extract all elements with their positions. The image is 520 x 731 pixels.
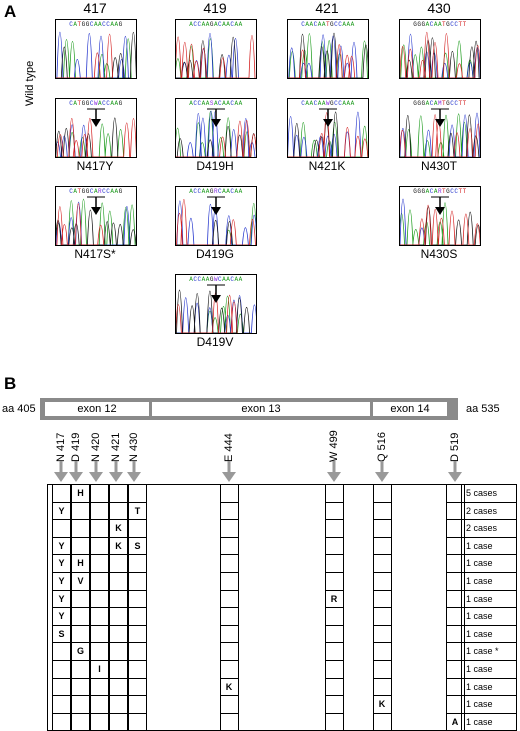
mutation-arrow-head bbox=[211, 119, 221, 127]
trace-3 bbox=[176, 199, 256, 245]
mutation-label: N421K bbox=[308, 159, 346, 173]
mutation-label: N417Y bbox=[76, 159, 114, 173]
chromatogram-n430t: GGGACAMTGCCTT bbox=[399, 98, 481, 158]
trace-0 bbox=[400, 113, 468, 157]
sequence-text: GGGACAATGCCTT bbox=[413, 21, 467, 28]
chromatogram-n430s: GGGACARTGCCTT bbox=[399, 186, 481, 246]
mutation-arrow-head bbox=[435, 119, 445, 127]
trace-1 bbox=[288, 34, 358, 78]
mutation-arrow-head bbox=[211, 207, 221, 215]
trace-3 bbox=[176, 119, 256, 157]
sequence-text: CAACAATGCCAAA bbox=[301, 21, 355, 28]
column-header-417: 417 bbox=[83, 0, 107, 16]
panel-b-letter: B bbox=[4, 374, 17, 393]
trace-3 bbox=[56, 203, 105, 245]
trace-0 bbox=[56, 198, 136, 245]
sequence-text: ACCAAGACAACAA bbox=[189, 21, 243, 28]
sequence-text: CATGGCARCCAAG bbox=[69, 188, 123, 195]
chromatogram-wild-type-419: ACCAAGACAACAA bbox=[175, 19, 257, 79]
exon-12: exon 12 bbox=[45, 402, 149, 416]
chromatogram-wild-type-417: CATGGCAACCAAG bbox=[55, 19, 137, 79]
sequence-text: ACCAAGWCAACAA bbox=[189, 276, 243, 283]
site-arrow-head bbox=[222, 472, 236, 482]
mutation-arrow-head bbox=[91, 207, 101, 215]
mutation-label: D419G bbox=[195, 247, 235, 261]
panel-a-letter: A bbox=[4, 2, 17, 21]
trace-2 bbox=[176, 37, 237, 78]
trace-2 bbox=[56, 31, 136, 78]
trace-2 bbox=[56, 117, 119, 157]
mutation-label: D419H bbox=[196, 159, 234, 173]
trace-3 bbox=[400, 31, 480, 78]
site-arrow-head bbox=[69, 472, 83, 482]
site-arrow-head bbox=[89, 472, 103, 482]
exon-14: exon 14 bbox=[373, 402, 447, 416]
sequence-text: GGGACARTGCCTT bbox=[413, 188, 467, 195]
chromatogram-d419v: ACCAAGWCAACAA bbox=[175, 274, 257, 334]
mutation-arrow-head bbox=[323, 119, 333, 127]
mutation-arrow-head bbox=[435, 207, 445, 215]
chromatogram-wild-type-430: GGGACAATGCCTT bbox=[399, 19, 481, 79]
trace-0 bbox=[56, 38, 132, 78]
chromatogram-n417y: CATGGCWACCAAG bbox=[55, 98, 137, 158]
site-arrow-head bbox=[127, 472, 141, 482]
site-arrow-head bbox=[375, 472, 389, 482]
chromatogram-n417s: CATGGCARCCAAG bbox=[55, 186, 137, 246]
sequence-text: CAACAAWGCCAAA bbox=[301, 100, 355, 107]
trace-3 bbox=[56, 118, 136, 157]
sequence-text: GGGACAMTGCCTT bbox=[413, 100, 467, 107]
sequence-text: ACCAAGRCAACAA bbox=[189, 188, 243, 195]
column-header-421: 421 bbox=[315, 0, 339, 16]
mutation-arrow-head bbox=[91, 119, 101, 127]
exon-13: exon 13 bbox=[152, 402, 370, 416]
sequence-text: CATGGCAACCAAG bbox=[69, 21, 123, 28]
mutation-arrow-head bbox=[211, 295, 221, 303]
sequence-text: CATGGCWACCAAG bbox=[69, 100, 123, 107]
trace-0 bbox=[176, 38, 214, 78]
chromatogram-d419h: ACCAASACAACAA bbox=[175, 98, 257, 158]
trace-0 bbox=[288, 121, 368, 157]
trace-3 bbox=[400, 114, 480, 157]
site-arrow-head bbox=[54, 472, 68, 482]
aa-start-label: aa 405 bbox=[2, 403, 36, 415]
grid-frame bbox=[47, 484, 517, 731]
mutation-label: D419V bbox=[196, 335, 234, 349]
trace-2 bbox=[288, 32, 368, 78]
site-arrow-head bbox=[109, 472, 123, 482]
trace-1 bbox=[400, 34, 480, 78]
mutation-label: N430T bbox=[420, 159, 458, 173]
sequence-text: ACCAASACAACAA bbox=[189, 100, 243, 107]
column-header-430: 430 bbox=[427, 0, 451, 16]
trace-1 bbox=[400, 198, 426, 245]
trace-3 bbox=[288, 44, 356, 78]
trace-2 bbox=[176, 220, 233, 245]
trace-1 bbox=[176, 200, 256, 245]
chromatogram-n421k: CAACAAWGCCAAA bbox=[287, 98, 369, 158]
trace-3 bbox=[56, 34, 113, 78]
trace-2 bbox=[288, 111, 339, 157]
chromatogram-d419g: ACCAAGRCAACAA bbox=[175, 186, 257, 246]
site-arrow-head bbox=[448, 472, 462, 482]
column-header-419: 419 bbox=[203, 0, 227, 16]
trace-3 bbox=[176, 35, 256, 78]
aa-end-label: aa 535 bbox=[466, 403, 500, 415]
site-arrow-head bbox=[327, 472, 341, 482]
trace-3 bbox=[288, 112, 368, 157]
exon-bar: exon 12 exon 13 exon 14 bbox=[40, 398, 458, 420]
mutation-label: N430S bbox=[420, 247, 458, 261]
chromatogram-wild-type-421: CAACAATGCCAAA bbox=[287, 19, 369, 79]
trace-3 bbox=[400, 205, 480, 245]
trace-3 bbox=[176, 292, 238, 333]
mutation-label: N417S* bbox=[74, 247, 116, 261]
